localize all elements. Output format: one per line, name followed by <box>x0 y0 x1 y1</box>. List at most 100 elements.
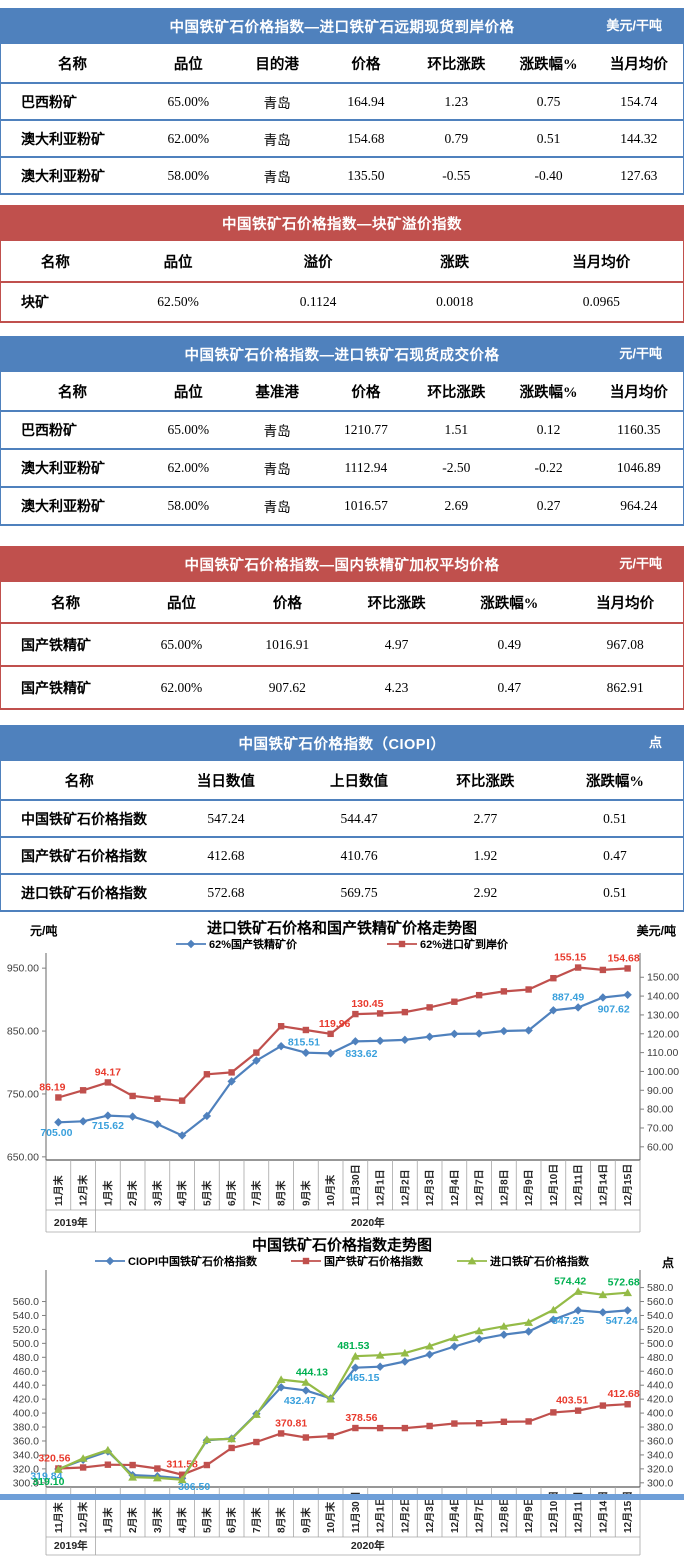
table-title: 中国铁矿石价格指数—进口铁矿石现货成交价格 <box>184 347 500 364</box>
cell: -0.22 <box>534 460 563 475</box>
svg-text:12月7日: 12月7日 <box>474 1496 486 1533</box>
table-row: 进口铁矿石价格指数 572.68 569.75 2.92 0.51 <box>0 874 684 911</box>
svg-text:378.56: 378.56 <box>345 1412 377 1424</box>
row-name: 巴西粉矿 <box>21 95 77 111</box>
column-header: 涨跌幅% <box>519 56 578 73</box>
svg-text:440.0: 440.0 <box>647 1380 673 1392</box>
legend-marker-icon <box>290 1257 321 1265</box>
cell: 65.00% <box>167 93 210 109</box>
cell: 0.1124 <box>299 294 337 309</box>
bottom-strip <box>0 1494 684 1500</box>
legend-marker-icon <box>175 939 206 949</box>
svg-text:420.0: 420.0 <box>13 1394 39 1406</box>
svg-text:6月末: 6月末 <box>225 1506 238 1533</box>
table-row: 块矿 62.50% 0.1124 0.0018 0.0965 <box>0 282 684 322</box>
svg-text:850.00: 850.00 <box>7 1026 39 1038</box>
legend-label: CIOPI中国铁矿石价格指数 <box>128 1256 257 1268</box>
svg-text:12月8日: 12月8日 <box>498 1169 510 1206</box>
price-table: 名称 当日数值 上日数值 环比涨跌 涨跌幅% 中国铁矿石价格指数 547.24 544.47 2… <box>0 761 684 912</box>
row-name: 国产铁矿石价格指数 <box>21 849 147 865</box>
cell: 1.92 <box>473 847 498 863</box>
row-name: 进口铁矿石价格指数 <box>21 886 147 902</box>
svg-text:12月3日: 12月3日 <box>424 1496 436 1533</box>
svg-text:400.0: 400.0 <box>647 1408 673 1420</box>
svg-text:560.0: 560.0 <box>13 1296 39 1308</box>
legend-item: 62%进口矿到岸价 <box>387 936 508 952</box>
svg-text:8月末: 8月末 <box>275 1506 288 1533</box>
cell: 青岛 <box>263 424 291 439</box>
svg-text:4月末: 4月末 <box>176 1179 189 1206</box>
table-unit: 元/干吨 <box>619 556 662 571</box>
trend-chart-price: 950.00 850.00 750.00 650.00 150.00 140.00 130.… <box>7 952 679 1233</box>
table-row: 澳大利亚粉矿 58.00% 青岛 1016.57 2.69 0.27 964.24 <box>0 487 684 525</box>
cell: 1.51 <box>444 422 469 437</box>
svg-text:2019年: 2019年 <box>54 1216 88 1229</box>
svg-text:950.00: 950.00 <box>7 963 39 975</box>
svg-text:9月末: 9月末 <box>299 1506 312 1533</box>
row-name: 中国铁矿石价格指数 <box>21 812 147 828</box>
cell: 127.63 <box>620 167 658 183</box>
legend-label: 62%进口矿到岸价 <box>420 939 509 951</box>
cell: 58.00% <box>167 498 210 513</box>
svg-text:10月末: 10月末 <box>324 1174 337 1206</box>
svg-text:440.0: 440.0 <box>13 1380 39 1392</box>
chart-ciopi-index-trend: 中国铁矿石价格指数走势图 点 CIOPI中国铁矿石价格指数 国产铁矿石价格指数 进口… <box>0 1237 684 1556</box>
svg-text:12月末: 12月末 <box>77 1174 90 1206</box>
svg-text:12月2日: 12月2日 <box>399 1496 411 1533</box>
svg-text:572.68: 572.68 <box>608 1277 640 1289</box>
svg-text:547.25: 547.25 <box>552 1315 584 1327</box>
table-title: 中国铁矿石价格指数（CIOPI） <box>238 736 446 753</box>
svg-text:320.0: 320.0 <box>13 1463 39 1475</box>
table-section-domestic-concentrate-price: 中国铁矿石价格指数—国内铁精矿加权平均价格 元/干吨 名称 品位 价格 环比涨跌 涨跌幅… <box>0 546 684 710</box>
cell: 569.75 <box>340 884 378 900</box>
svg-text:340.0: 340.0 <box>13 1449 39 1461</box>
svg-text:500.0: 500.0 <box>13 1338 39 1350</box>
column-header: 品位 <box>173 56 203 73</box>
row-name: 国产铁精矿 <box>21 681 91 697</box>
column-header: 环比涨跌 <box>427 56 486 73</box>
column-header: 涨跌幅% <box>585 773 644 790</box>
cell: 青岛 <box>263 169 291 185</box>
chart-title: 中国铁矿石价格指数走势图 <box>251 1237 432 1254</box>
legend-item: 进口铁矿石价格指数 <box>456 1253 589 1269</box>
table-unit: 点 <box>648 735 662 750</box>
table-row: 澳大利亚粉矿 62.00% 青岛 1112.94 -2.50 -0.22 1046.89 <box>0 449 684 487</box>
svg-text:12月4日: 12月4日 <box>449 1496 461 1533</box>
table-section-lump-premium-index: 中国铁矿石价格指数—块矿溢价指数 名称 品位 溢价 涨跌 当月均价 块矿 62.50% 0.1… <box>0 205 684 323</box>
column-header: 品位 <box>163 254 193 271</box>
svg-text:560.0: 560.0 <box>647 1296 673 1308</box>
column-header: 涨跌 <box>440 254 470 271</box>
svg-text:320.0: 320.0 <box>647 1463 673 1475</box>
cell: 2.77 <box>473 810 498 826</box>
svg-text:90.00: 90.00 <box>647 1085 673 1097</box>
column-header: 环比涨跌 <box>367 595 426 612</box>
svg-text:460.0: 460.0 <box>647 1366 673 1378</box>
svg-text:400.0: 400.0 <box>13 1408 39 1420</box>
cell: 410.76 <box>340 847 378 863</box>
svg-text:5月末: 5月末 <box>200 1179 213 1206</box>
header-row: 名称 品位 目的港 价格 环比涨跌 涨跌幅% 当月均价 <box>0 44 684 83</box>
cell: 544.47 <box>340 810 378 826</box>
svg-text:520.0: 520.0 <box>647 1324 673 1336</box>
column-header: 上日数值 <box>330 773 389 790</box>
cell: 967.08 <box>606 636 644 652</box>
column-header: 品位 <box>166 595 196 612</box>
chart-legend: CIOPI中国铁矿石价格指数 国产铁矿石价格指数 进口铁矿石价格指数 <box>0 1254 684 1268</box>
table-section-import-forward-price: 中国铁矿石价格指数—进口铁矿石远期现货到岸价格 美元/干吨 名称 品位 目的港 价格 环… <box>0 8 684 195</box>
table-title: 中国铁矿石价格指数—块矿溢价指数 <box>222 216 462 233</box>
svg-text:574.42: 574.42 <box>554 1275 586 1287</box>
svg-text:907.62: 907.62 <box>598 1003 630 1015</box>
ciopi-report: { "page": { "bottom_strip_color": "#6f9f… <box>0 8 684 1556</box>
cell: 4.23 <box>384 679 409 695</box>
svg-text:12月3日: 12月3日 <box>424 1169 436 1206</box>
svg-text:12月9日: 12月9日 <box>523 1496 535 1533</box>
svg-text:120.00: 120.00 <box>647 1028 679 1040</box>
svg-text:580.0: 580.0 <box>647 1282 673 1294</box>
chart-legend: 62%国产铁精矿价 62%进口矿到岸价 <box>0 937 684 951</box>
cell: 572.68 <box>207 884 245 900</box>
cell: 0.49 <box>497 636 522 652</box>
cell: 青岛 <box>263 95 291 111</box>
svg-text:11月30日: 11月30日 <box>350 1164 362 1206</box>
svg-text:2019年: 2019年 <box>54 1539 88 1552</box>
svg-text:8月末: 8月末 <box>275 1179 288 1206</box>
